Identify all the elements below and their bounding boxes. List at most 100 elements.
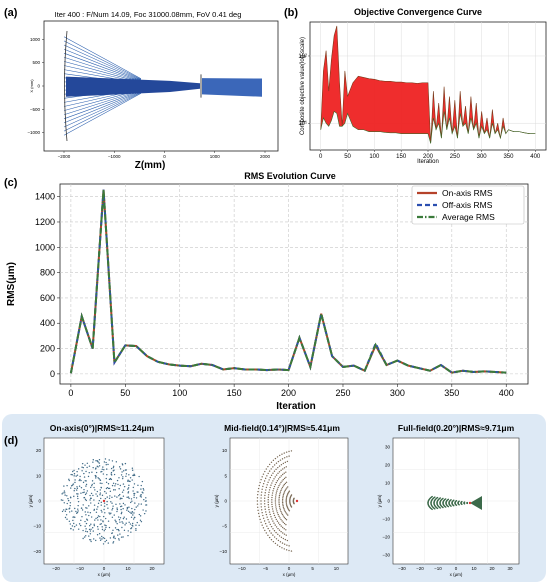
xtick-label: 0 bbox=[103, 566, 106, 571]
spot bbox=[267, 472, 269, 475]
spot bbox=[105, 464, 107, 466]
spot bbox=[82, 504, 84, 506]
ytick-label: 0 bbox=[387, 499, 390, 504]
spot bbox=[290, 550, 293, 552]
xtick-label: 200 bbox=[281, 388, 296, 398]
spot bbox=[265, 486, 268, 489]
spot bbox=[116, 510, 118, 513]
spot bbox=[130, 498, 133, 500]
spot bbox=[134, 516, 136, 519]
xtick-label: −1000 bbox=[108, 154, 121, 159]
spot bbox=[283, 483, 286, 486]
spot bbox=[107, 520, 110, 522]
ray bbox=[63, 52, 141, 82]
spot bbox=[288, 549, 290, 552]
spot bbox=[285, 488, 287, 490]
spot bbox=[61, 510, 64, 513]
spot bbox=[290, 494, 293, 496]
spot bbox=[273, 522, 275, 524]
spot bbox=[285, 471, 287, 473]
spot bbox=[268, 521, 270, 523]
spot bbox=[131, 469, 134, 471]
spot bbox=[73, 475, 75, 477]
spot bbox=[141, 480, 144, 483]
spot bbox=[264, 494, 266, 497]
spot bbox=[111, 509, 113, 511]
spot bbox=[281, 453, 283, 455]
spot bbox=[97, 515, 100, 517]
spot bbox=[271, 492, 274, 494]
spot bbox=[99, 515, 101, 518]
spot bbox=[110, 467, 113, 470]
spot bbox=[77, 500, 80, 503]
spot bbox=[129, 523, 132, 525]
spot bbox=[77, 510, 79, 512]
spot bbox=[140, 496, 142, 498]
spot bbox=[84, 520, 86, 523]
spot bbox=[70, 497, 72, 499]
spot bbox=[84, 511, 86, 513]
spot bbox=[275, 468, 277, 471]
spot bbox=[276, 488, 279, 490]
spot bbox=[74, 481, 76, 484]
spot bbox=[90, 540, 92, 543]
spot bbox=[280, 525, 282, 527]
spot bbox=[112, 466, 115, 469]
spot bbox=[135, 524, 137, 526]
spot bbox=[265, 513, 268, 516]
spot bbox=[273, 478, 275, 480]
spot bbox=[265, 532, 268, 534]
ytick-label: 800 bbox=[40, 268, 55, 278]
panel-d-label: (d) bbox=[4, 435, 18, 447]
spot bbox=[272, 480, 274, 482]
spot bbox=[77, 504, 79, 507]
spot bbox=[95, 511, 98, 514]
spot bbox=[62, 509, 65, 511]
spot bbox=[93, 482, 95, 485]
image-bundle bbox=[202, 78, 262, 97]
spot bbox=[288, 450, 290, 453]
spot bbox=[114, 537, 116, 540]
panel-c-yticks: 0 200 400 600 800 1000 1200 1400 bbox=[35, 192, 60, 379]
spot bbox=[265, 511, 267, 513]
spot bbox=[91, 485, 93, 487]
spot bbox=[278, 505, 281, 508]
spot bbox=[133, 483, 136, 485]
spot bbox=[125, 522, 127, 524]
spot bbox=[84, 535, 87, 537]
spot bbox=[287, 508, 289, 510]
spot bbox=[285, 503, 288, 505]
spot bbox=[123, 529, 126, 532]
spot bbox=[118, 495, 120, 497]
spot bbox=[266, 525, 268, 527]
spot bbox=[278, 535, 281, 537]
spot bbox=[116, 496, 118, 498]
spot bbox=[125, 475, 127, 477]
spot bbox=[125, 473, 128, 475]
spot bbox=[99, 482, 101, 484]
spot bbox=[131, 522, 134, 525]
spot bbox=[77, 497, 79, 500]
xtick-label: 150 bbox=[396, 154, 407, 160]
spot bbox=[130, 501, 132, 504]
spot bbox=[122, 495, 125, 497]
spot bbox=[286, 505, 288, 508]
spot bbox=[121, 526, 123, 529]
convergence-lower bbox=[320, 110, 536, 144]
spot bbox=[268, 463, 271, 466]
spot bbox=[259, 481, 261, 484]
spot bbox=[94, 468, 97, 470]
spot bbox=[281, 542, 284, 544]
spot bbox=[73, 495, 75, 498]
spot bbox=[280, 469, 282, 472]
spot bbox=[273, 530, 276, 532]
spot bbox=[83, 536, 86, 538]
spot bbox=[118, 466, 121, 468]
spot bbox=[127, 479, 129, 481]
spot bbox=[257, 490, 259, 493]
spot bbox=[284, 517, 287, 520]
spot bbox=[444, 498, 447, 500]
spot bbox=[282, 503, 284, 505]
spot bbox=[282, 495, 284, 497]
spot bbox=[279, 507, 281, 509]
